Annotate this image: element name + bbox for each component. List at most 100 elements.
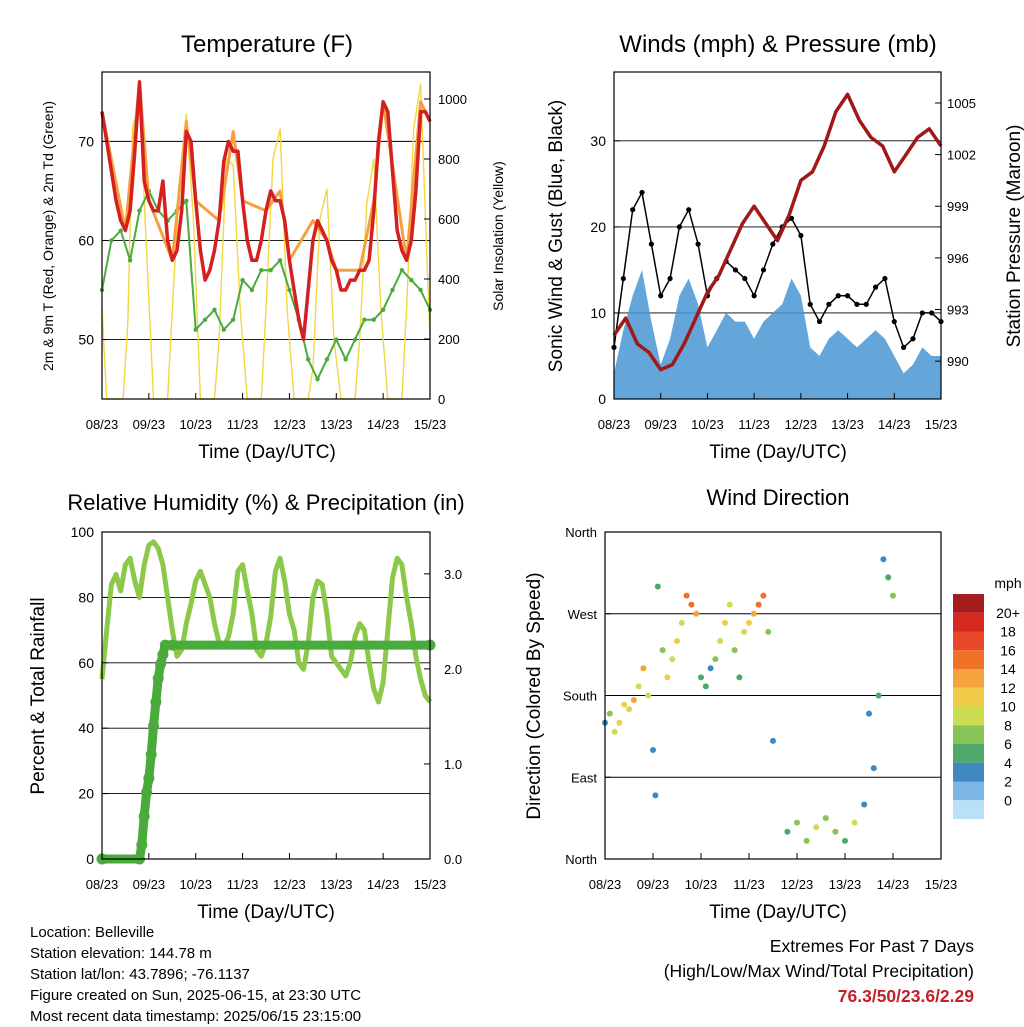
direction-point xyxy=(750,610,757,617)
y-tick-label: 60 xyxy=(78,655,94,671)
legend-label: 14 xyxy=(1000,661,1016,677)
solar-line xyxy=(101,83,431,400)
direction-point xyxy=(688,601,695,608)
legend-label: 4 xyxy=(1004,755,1012,771)
x-tick-label: 12/23 xyxy=(781,877,814,892)
x-tick-label: 08/23 xyxy=(589,877,622,892)
y2-tick-label: 0.0 xyxy=(444,852,462,867)
legend-swatch xyxy=(953,669,984,688)
direction-point xyxy=(851,819,858,826)
y2-tick-label: 2.0 xyxy=(444,662,462,677)
x-tick-label: 13/23 xyxy=(829,877,862,892)
direction-point xyxy=(645,692,652,699)
x-tick-label: 09/23 xyxy=(133,417,166,432)
direction-point xyxy=(784,828,791,835)
direction-title: Wind Direction xyxy=(706,485,849,510)
winds-series xyxy=(611,92,944,399)
legend-label: 20+ xyxy=(996,605,1020,621)
direction-panel: Wind Direction NorthEastSouthWestNorth08… xyxy=(524,485,1022,923)
y2-tick-label: 1002 xyxy=(947,148,976,163)
y-tick-label: 20 xyxy=(590,219,606,235)
winds-ylabel: Sonic Wind & Gust (Blue, Black) xyxy=(546,100,567,372)
direction-point xyxy=(698,674,704,681)
legend-swatch xyxy=(953,781,984,801)
humidity-frame xyxy=(101,531,431,860)
legend-swatch xyxy=(953,650,984,670)
humidity-ticks: 0 20 40 60 80 100 0.0 1.0 2.0 3.0 08/23 09/23 10/23 1… xyxy=(71,524,462,892)
precip-point xyxy=(141,786,153,798)
direction-point xyxy=(693,610,700,617)
y2-tick-label: 600 xyxy=(438,212,460,227)
x-tick-label: 12/23 xyxy=(273,417,306,432)
direction-xlabel: Time (Day/UTC) xyxy=(709,902,847,923)
x-tick-label: 12/23 xyxy=(785,417,818,432)
x-tick-label: 10/23 xyxy=(179,417,212,432)
legend-label: 12 xyxy=(1000,680,1016,696)
direction-point xyxy=(606,710,613,717)
direction-point xyxy=(616,719,623,726)
x-tick-label: 10/23 xyxy=(179,877,212,892)
y2-tick-label: 1000 xyxy=(438,92,467,107)
legend-label: 8 xyxy=(1004,717,1012,733)
y2-tick-label: 1.0 xyxy=(444,757,462,772)
legend-label: 0 xyxy=(1004,792,1012,808)
station-info: Location: Belleville Station elevation: … xyxy=(30,922,361,1027)
figure-created: Figure created on Sun, 2025-06-15, at 23… xyxy=(30,987,362,1004)
legend-swatch xyxy=(953,594,984,613)
precip-point xyxy=(155,658,167,670)
x-tick-label: 14/23 xyxy=(878,417,911,432)
direction-point xyxy=(664,674,671,681)
temperature-panel: Temperature (F) 50 60 70 0 200 400 600 800 1000 0… xyxy=(40,31,506,463)
y2-tick-label: 800 xyxy=(438,152,460,167)
y-tick-label: 100 xyxy=(71,524,95,540)
x-tick-label: 13/23 xyxy=(320,877,353,892)
x-tick-label: 11/23 xyxy=(733,877,765,892)
y2-tick-label: 993 xyxy=(947,303,969,318)
pressure-line xyxy=(612,92,943,372)
legend-label: 16 xyxy=(1000,642,1016,658)
y2-tick-label: 990 xyxy=(947,354,969,369)
precip-point xyxy=(138,810,150,822)
y-tick-label: North xyxy=(565,852,597,867)
legend-swatch xyxy=(953,744,984,763)
humidity-series xyxy=(96,539,436,865)
x-tick-label: 08/23 xyxy=(86,877,119,892)
direction-point xyxy=(712,656,719,663)
direction-point xyxy=(866,710,872,717)
direction-point xyxy=(659,647,666,654)
temperature-ticks: 50 60 70 0 200 400 600 800 1000 08/23 09/23 10/23 11… xyxy=(78,92,467,432)
y2-tick-label: 3.0 xyxy=(444,567,462,582)
precip-point xyxy=(143,772,155,784)
y-tick-label: 30 xyxy=(590,133,606,149)
temperature-xlabel: Time (Day/UTC) xyxy=(198,442,336,463)
y-tick-label: 40 xyxy=(78,720,94,736)
recent-timestamp: Most recent data timestamp: 2025/06/15 2… xyxy=(30,1008,362,1025)
direction-series xyxy=(602,556,896,844)
direction-point xyxy=(832,828,839,835)
direction-point xyxy=(794,819,800,826)
x-tick-label: 10/23 xyxy=(691,417,724,432)
legend-swatch xyxy=(953,762,984,782)
x-tick-label: 13/23 xyxy=(831,417,864,432)
legend-label: 18 xyxy=(1000,624,1016,640)
direction-point xyxy=(669,656,676,663)
direction-point xyxy=(770,737,776,744)
speed-legend: mph 20+ 18 16 14 12 10 8 6 4 2 0 xyxy=(953,575,1022,820)
direction-point xyxy=(626,706,632,713)
x-tick-label: 14/23 xyxy=(877,877,910,892)
legend-swatch xyxy=(953,725,984,745)
direction-ticks: North East South West North 08/23 09/23 10/23 11… xyxy=(563,525,957,892)
direction-point xyxy=(746,619,752,626)
y-tick-label: 70 xyxy=(78,133,94,149)
direction-point xyxy=(726,601,733,608)
precip-point xyxy=(150,696,162,708)
humidity-title: Relative Humidity (%) & Precipitation (i… xyxy=(67,490,464,515)
direction-point xyxy=(652,792,659,799)
station-latlon: Station lat/lon: 43.7896; -76.1137 xyxy=(30,966,250,983)
direction-point xyxy=(813,824,820,831)
x-tick-label: 12/23 xyxy=(273,877,306,892)
direction-point xyxy=(722,619,728,626)
dewpoint-line xyxy=(101,189,431,381)
y2-tick-label: 999 xyxy=(947,199,969,214)
direction-point xyxy=(630,697,637,704)
